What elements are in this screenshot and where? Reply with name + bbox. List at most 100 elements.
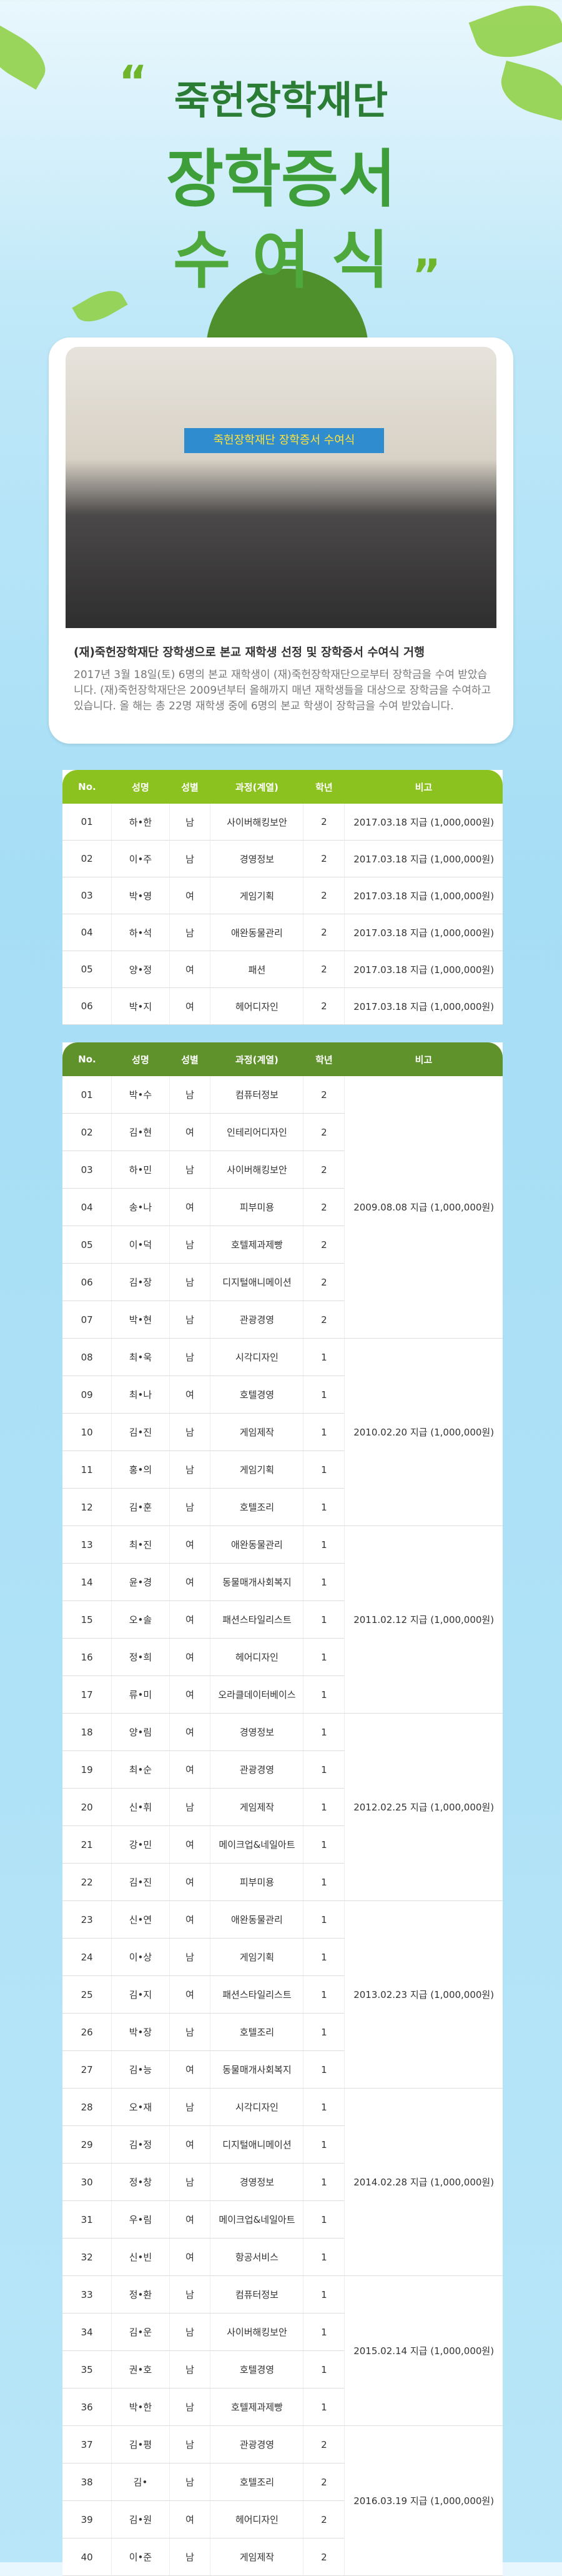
cell: 2017.03.18 지급 (1,000,000원) <box>344 840 503 877</box>
cell: 여 <box>169 2200 210 2239</box>
cell: 20 <box>62 1788 112 1826</box>
row: 03 박•영 여 게임기획 2 2017.03.18 지급 (1,000,000원) <box>62 877 503 914</box>
header-cell: 성명 <box>111 770 170 804</box>
cell: 이•주 <box>111 840 170 877</box>
cell: 류•미 <box>111 1675 170 1714</box>
cell: 1 <box>303 1675 345 1714</box>
row: 33 정•환 남 컴퓨터정보 1 2015.02.14 지급 (1,000,000원) <box>62 2275 503 2426</box>
cell: 04 <box>62 914 112 951</box>
row: 13 최•진 여 애완동물관리 1 2011.02.12 지급 (1,000,000원) <box>62 1525 503 1714</box>
row: 28 오•재 남 시각디자인 1 2014.02.28 지급 (1,000,000원) <box>62 2088 503 2276</box>
cell: 김•장 <box>111 1263 170 1301</box>
cell: 06 <box>62 1263 112 1301</box>
cell: 1 <box>303 1825 345 1864</box>
table: No. 성명 성별 과정(계열) 학년 비고 01 박•수 남 컴퓨터정보 2 2009.08.08 … <box>62 1042 503 2576</box>
cell: 게임기획 <box>210 877 303 914</box>
cell: 하•석 <box>111 914 170 951</box>
row: 02 김•현 여 인테리어디자인 2 <box>62 1113 503 1151</box>
header-cell: 비고 <box>344 1042 503 1076</box>
cell: 여 <box>169 1600 210 1639</box>
row: 11 홍•의 남 게임기획 1 <box>62 1450 503 1489</box>
cell: 남 <box>169 2538 210 2576</box>
cell: 16 <box>62 1638 112 1676</box>
cell: 관광경영 <box>210 1300 303 1339</box>
cell: 2 <box>303 2500 345 2539</box>
row: 38 김• 남 호텔조리 2 <box>62 2463 503 2501</box>
row: 26 박•장 남 호텔조리 1 <box>62 2013 503 2051</box>
cell: 1 <box>303 2238 345 2276</box>
row: 31 우•림 여 메이크업&네일아트 1 <box>62 2200 503 2239</box>
row: 06 김•장 남 디지털애니메이션 2 <box>62 1263 503 1301</box>
cell: 컴퓨터정보 <box>210 2275 303 2314</box>
cell: 1 <box>303 2163 345 2201</box>
header-cell: 비고 <box>344 770 503 804</box>
cell: 33 <box>62 2275 112 2314</box>
cell: 1 <box>303 1638 345 1676</box>
cell: 남 <box>169 1338 210 1376</box>
cell: 남 <box>169 840 210 877</box>
cell: 남 <box>169 2088 210 2126</box>
photo: 죽헌장학재단 장학증서 수여식 <box>66 347 496 628</box>
cell: 김•평 <box>111 2425 170 2464</box>
cell: 05 <box>62 1226 112 1264</box>
cell: 여 <box>169 2050 210 2089</box>
cell: 24 <box>62 1938 112 1976</box>
cell: 여 <box>169 1113 210 1151</box>
cell: 호텔조리 <box>210 2013 303 2051</box>
cell: 호텔조리 <box>210 2463 303 2501</box>
cell: 권•호 <box>111 2350 170 2389</box>
cell: 1 <box>303 2088 345 2126</box>
row: 16 정•희 여 헤어디자인 1 <box>62 1638 503 1676</box>
row: 24 이•상 남 게임기획 1 <box>62 1938 503 1976</box>
cell: 이•상 <box>111 1938 170 1976</box>
cell: 09 <box>62 1375 112 1414</box>
cell: 2 <box>303 2425 345 2464</box>
row: 15 오•솔 여 패션스타일리스트 1 <box>62 1600 503 1639</box>
cell: 여 <box>169 1375 210 1414</box>
cell: 메이크업&네일아트 <box>210 2200 303 2239</box>
note-cell: 2010.02.20 지급 (1,000,000원) <box>344 1338 503 1526</box>
cell: 윤•경 <box>111 1563 170 1601</box>
cell: 박•영 <box>111 877 170 914</box>
row: 09 최•나 여 호텔경영 1 <box>62 1375 503 1414</box>
row: 10 김•진 남 게임제작 1 <box>62 1413 503 1451</box>
cell: 사이버해킹보안 <box>210 1151 303 1189</box>
headline: (재)죽헌장학재단 장학생으로 본교 재학생 선정 및 장학증서 수여식 거행 <box>74 646 425 659</box>
cell: 경영정보 <box>210 2163 303 2201</box>
row: 01 하•한 남 사이버해킹보안 2 2017.03.18 지급 (1,000,000원) <box>62 804 503 841</box>
cell: 사이버해킹보안 <box>210 2313 303 2351</box>
cell: 여 <box>169 1713 210 1751</box>
cell: 오•솔 <box>111 1600 170 1639</box>
cell: 관광경영 <box>210 2425 303 2464</box>
cell: 19 <box>62 1750 112 1789</box>
row: 34 김•운 남 사이버해킹보안 1 <box>62 2313 503 2351</box>
cell: 37 <box>62 2425 112 2464</box>
cell: 김•운 <box>111 2313 170 2351</box>
cell: 애완동물관리 <box>210 1900 303 1939</box>
cell: 02 <box>62 840 112 877</box>
cell: 21 <box>62 1825 112 1864</box>
note-cell: 2012.02.25 지급 (1,000,000원) <box>344 1713 503 1901</box>
row: 25 김•지 여 패션스타일리스트 1 <box>62 1975 503 2014</box>
cell: 06 <box>62 987 112 1025</box>
cell: 1 <box>303 1450 345 1489</box>
cell: 오라클데이터베이스 <box>210 1675 303 1714</box>
cell: 하•한 <box>111 804 170 841</box>
note-cell: 2011.02.12 지급 (1,000,000원) <box>344 1525 503 1714</box>
cell: 게임제작 <box>210 1413 303 1451</box>
article-card: 죽헌장학재단 장학증서 수여식 (재)죽헌장학재단 장학생으로 본교 재학생 선… <box>49 337 513 744</box>
header-cell: 과정(계열) <box>210 770 303 804</box>
cell: 1 <box>303 1750 345 1789</box>
cell: 여 <box>169 1525 210 1564</box>
cell: 관광경영 <box>210 1750 303 1789</box>
cell: 여 <box>169 877 210 914</box>
cell: 디지털애니메이션 <box>210 2125 303 2164</box>
cell: 2 <box>303 840 345 877</box>
cell: 정•환 <box>111 2275 170 2314</box>
header-cell: 성명 <box>111 1042 170 1076</box>
cell: 1 <box>303 2350 345 2389</box>
cell: 12 <box>62 1488 112 1526</box>
row: 04 하•석 남 애완동물관리 2 2017.03.18 지급 (1,000,000원) <box>62 914 503 951</box>
article-body: 2017년 3월 18일(토) 6명의 본교 재학생이 (재)죽헌장학재단으로부… <box>74 669 491 712</box>
cell: 1 <box>303 1600 345 1639</box>
